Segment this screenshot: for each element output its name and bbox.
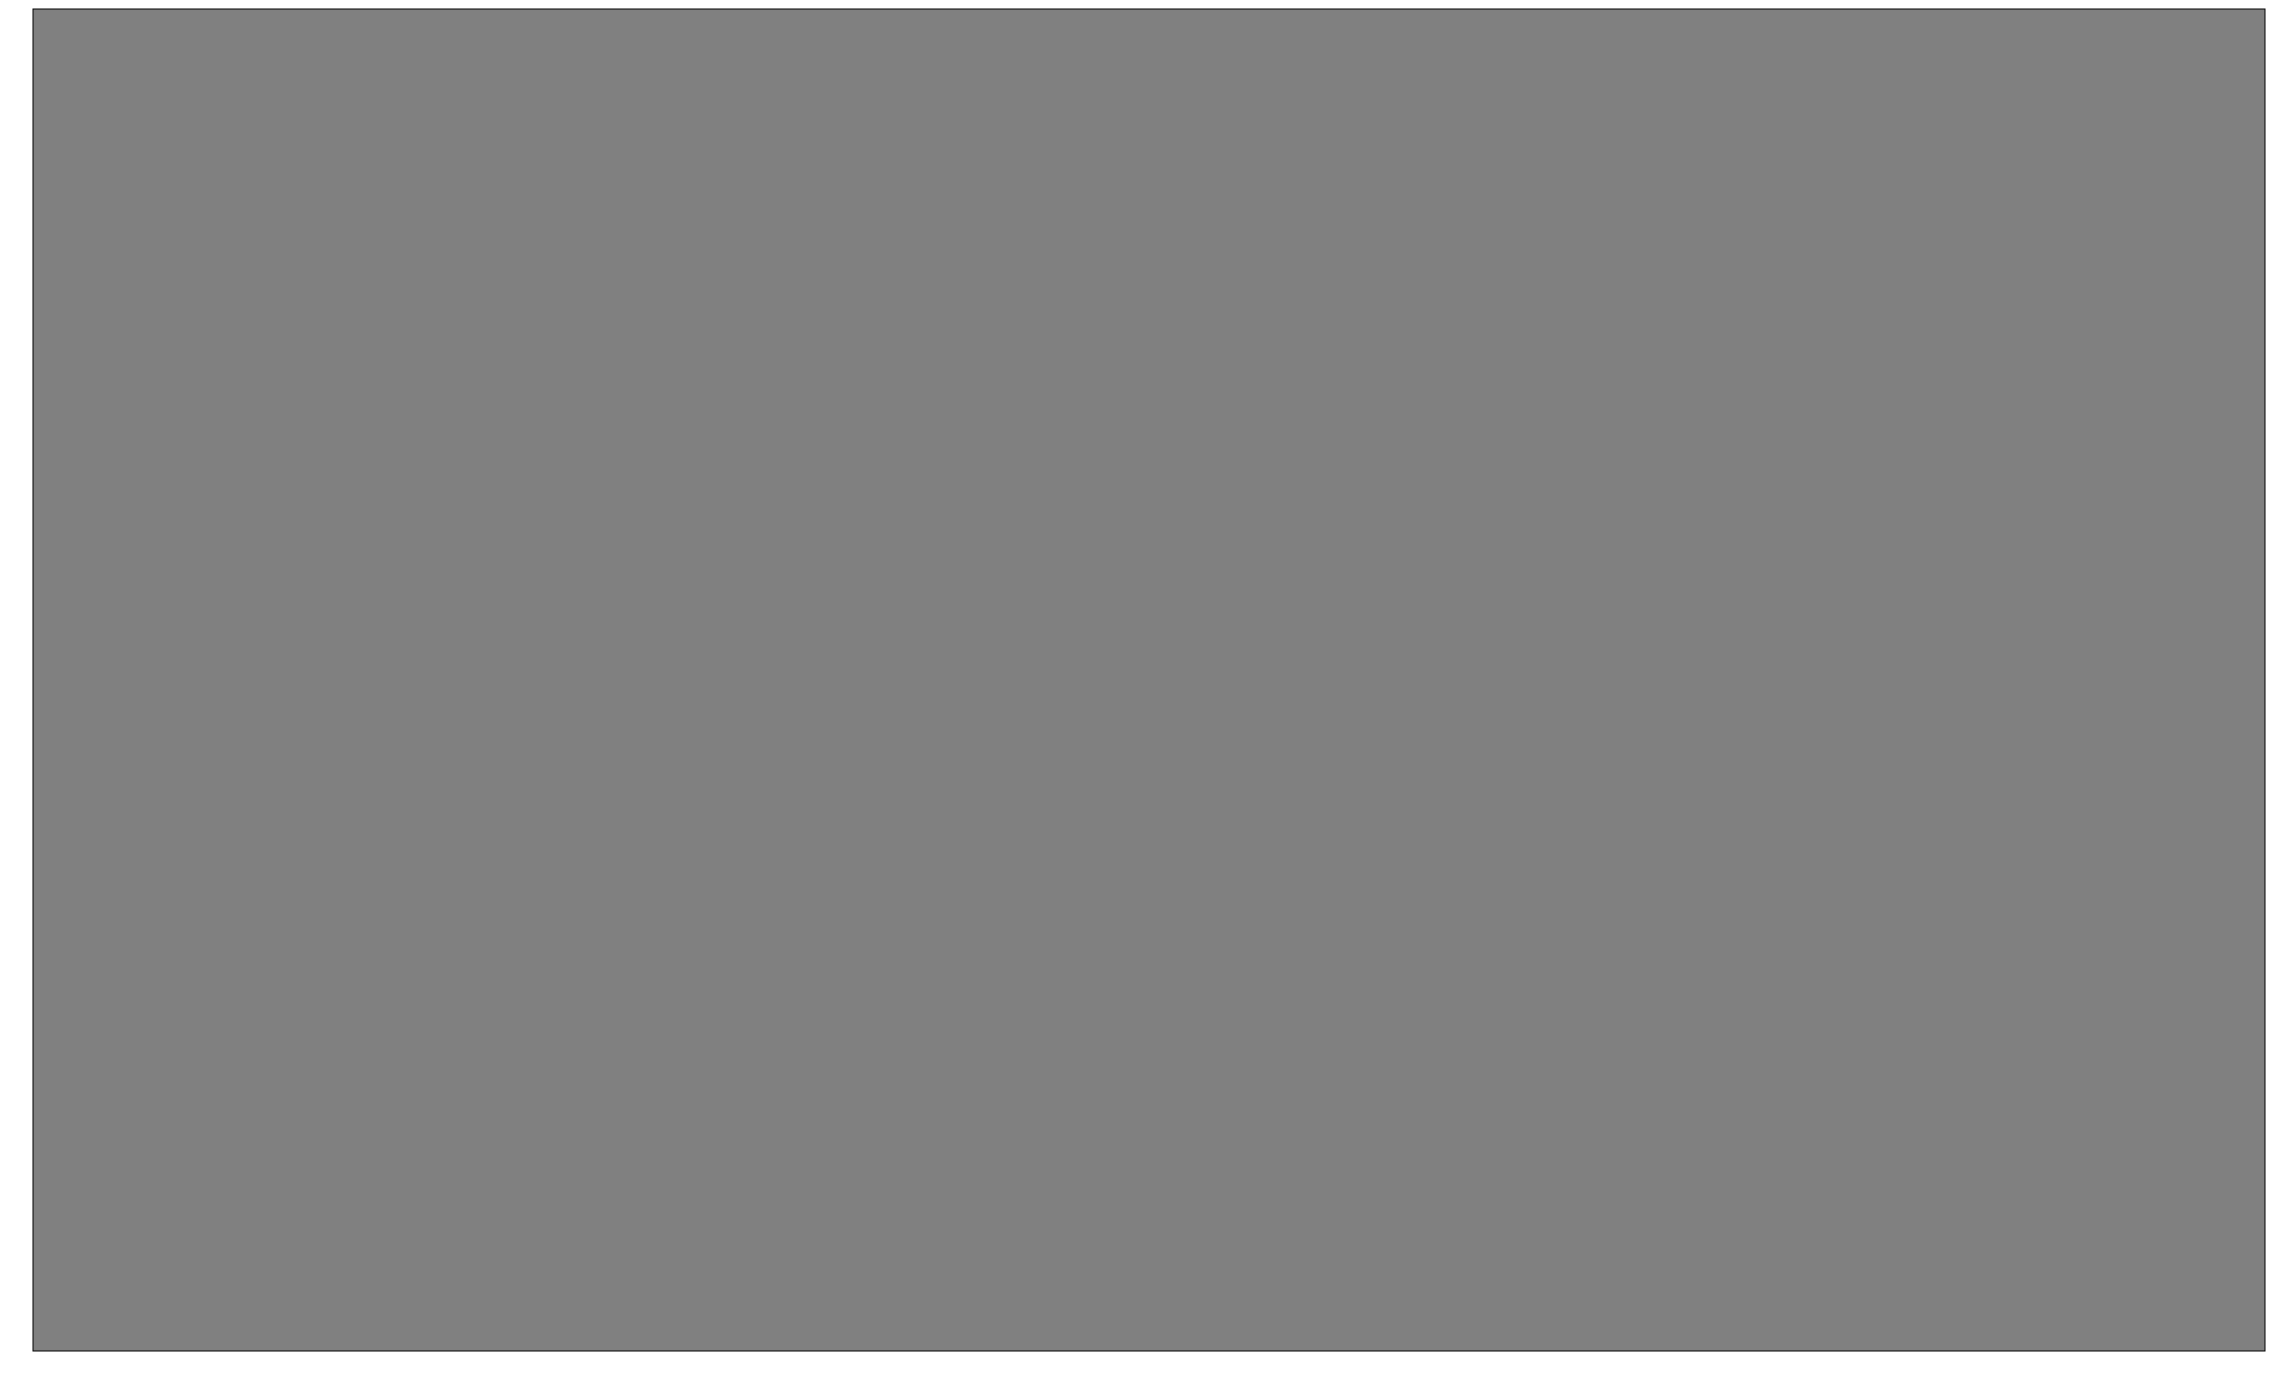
plot-background: [32, 8, 2266, 1352]
